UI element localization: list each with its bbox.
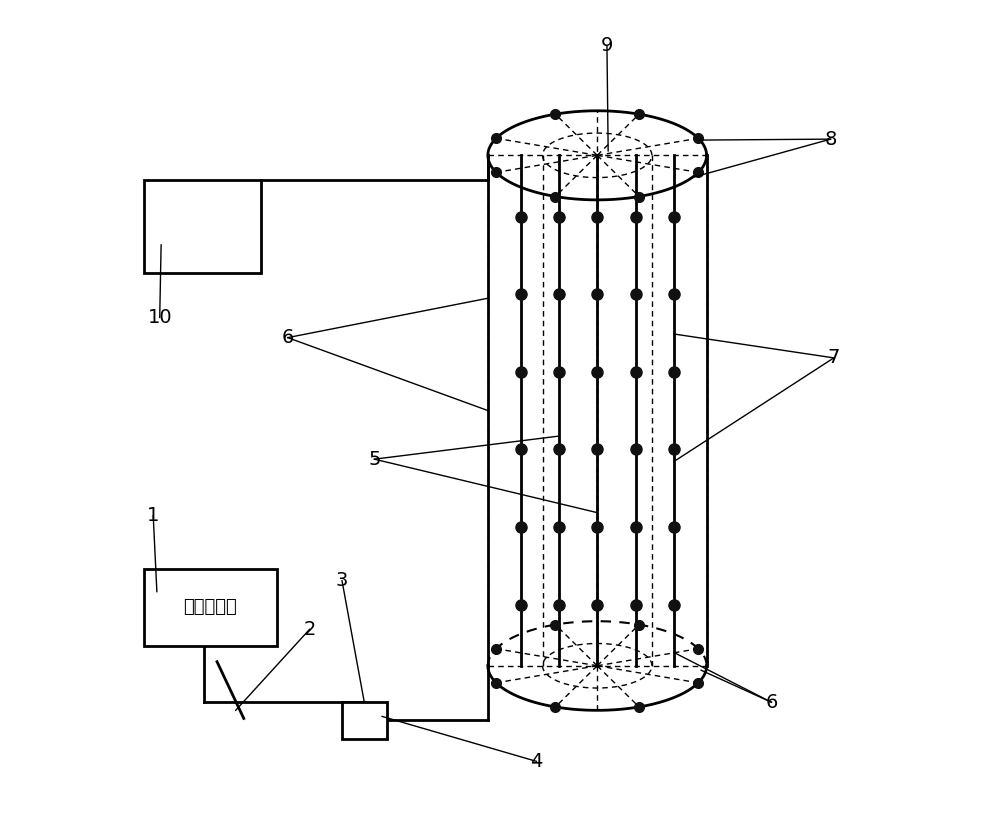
Text: 5: 5 <box>368 450 381 468</box>
Text: 1: 1 <box>147 506 159 525</box>
FancyBboxPatch shape <box>144 568 277 646</box>
Text: 9: 9 <box>601 37 613 55</box>
FancyBboxPatch shape <box>342 702 387 739</box>
Text: 传感器电源: 传感器电源 <box>183 598 237 616</box>
Text: 8: 8 <box>824 129 837 149</box>
Text: 2: 2 <box>303 620 316 639</box>
Text: 6: 6 <box>765 693 778 711</box>
FancyBboxPatch shape <box>144 180 261 273</box>
Text: 10: 10 <box>147 308 172 327</box>
Text: 3: 3 <box>336 572 348 590</box>
Text: 4: 4 <box>530 752 543 771</box>
Text: 7: 7 <box>828 349 840 367</box>
Text: 6: 6 <box>282 328 294 347</box>
